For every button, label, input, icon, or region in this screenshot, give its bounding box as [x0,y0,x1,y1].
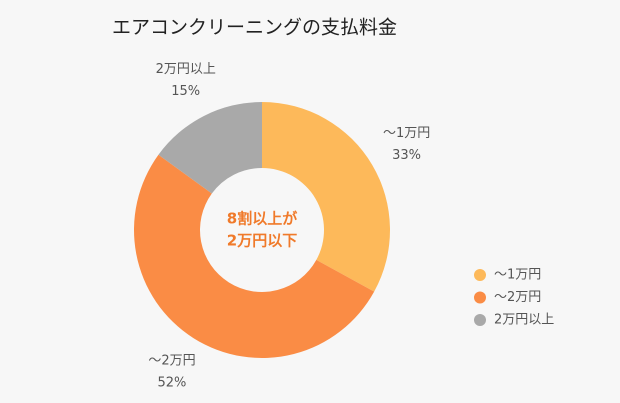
center-label: 2万円以下 [227,232,297,250]
chart-title: エアコンクリーニングの支払料金 [112,17,397,39]
slice-category-label: ～2万円 [148,353,195,368]
donut-slice [134,154,375,358]
legend-label: ～1万円 [494,268,541,283]
slice-value-label: 15% [171,84,200,99]
legend-marker [474,291,486,304]
legend-marker [474,269,486,281]
donut-slice [262,102,390,292]
slice-category-label: ～1万円 [383,126,430,141]
slice-value-label: 52% [158,375,187,390]
legend-label: ～2万円 [494,290,541,305]
center-label: 8割以上が [227,210,298,228]
legend-marker [474,314,486,326]
donut-slice [158,102,262,194]
legend-label: 2万円以上 [494,313,554,328]
slice-category-label: 2万円以上 [156,62,216,77]
slice-value-label: 33% [392,148,421,163]
